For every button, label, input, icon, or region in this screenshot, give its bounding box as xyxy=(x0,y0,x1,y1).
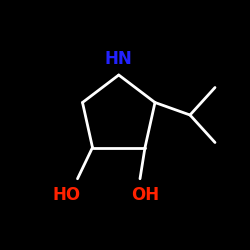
Text: OH: OH xyxy=(131,186,159,204)
Text: HN: HN xyxy=(105,50,132,68)
Text: HO: HO xyxy=(52,186,80,204)
